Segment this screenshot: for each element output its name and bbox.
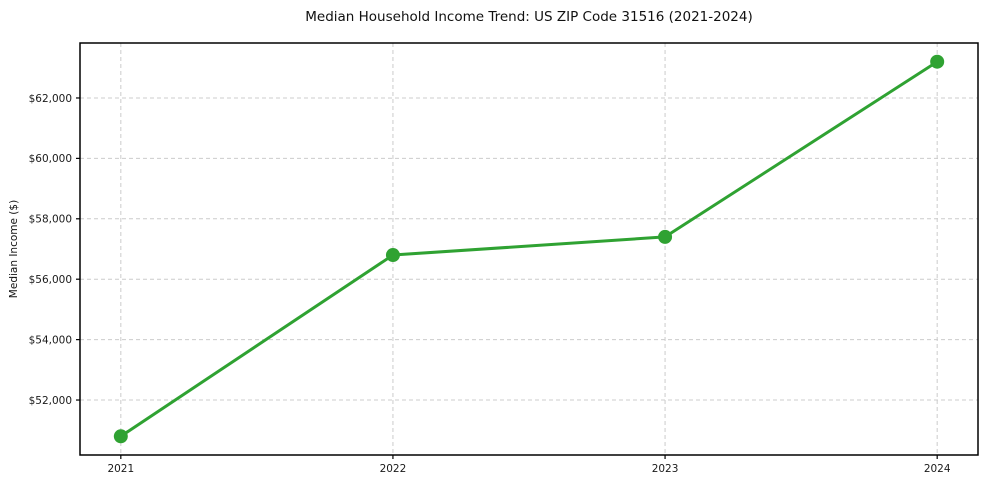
y-tick-label: $60,000: [29, 153, 72, 165]
data-point: [113, 429, 128, 444]
chart-title: Median Household Income Trend: US ZIP Co…: [305, 9, 753, 25]
data-point: [385, 248, 400, 263]
y-tick-label: $54,000: [29, 334, 72, 346]
x-tick-label: 2022: [380, 463, 407, 475]
y-tick-label: $52,000: [29, 395, 72, 407]
y-tick-label: $58,000: [29, 214, 72, 226]
data-point: [930, 54, 945, 69]
y-tick-label: $62,000: [29, 93, 72, 105]
data-point: [658, 229, 673, 244]
x-tick-label: 2021: [107, 463, 134, 475]
x-tick-label: 2023: [652, 463, 679, 475]
y-tick-label: $56,000: [29, 274, 72, 286]
plot-frame: [79, 42, 979, 456]
x-tick-label: 2024: [924, 463, 951, 475]
trend-line: [119, 60, 939, 438]
